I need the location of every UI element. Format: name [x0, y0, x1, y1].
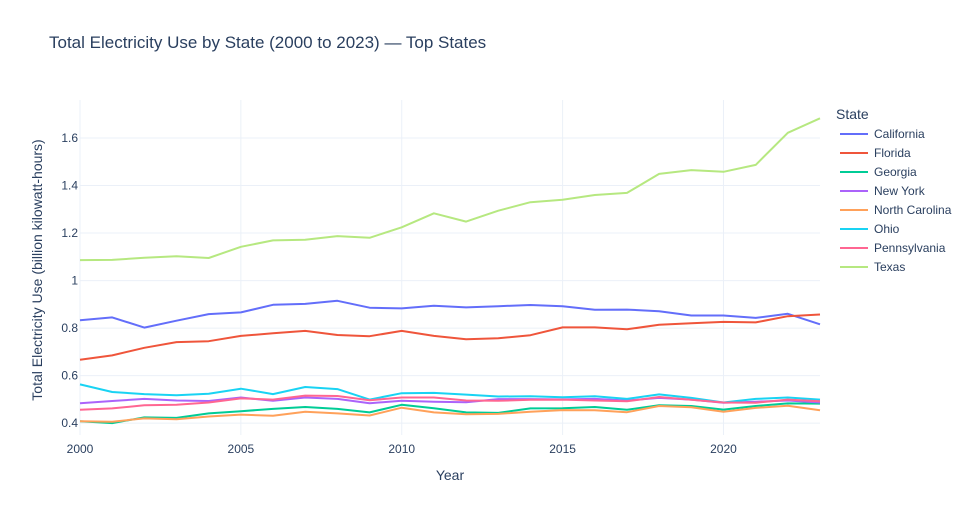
legend-swatch: [840, 189, 868, 192]
legend-item-georgia[interactable]: Georgia: [836, 162, 978, 181]
series-line-florida: [79, 313, 821, 361]
chart-title: Total Electricity Use by State (2000 to …: [49, 33, 487, 52]
y-axis-label: Total Electricity Use (billion kilowatt-…: [29, 139, 45, 400]
legend-swatch: [840, 208, 868, 211]
x-tick-label: 2000: [67, 442, 94, 456]
y-tick-label: 1.2: [61, 226, 78, 240]
legend-item-texas[interactable]: Texas: [836, 257, 978, 276]
legend-items: California Florida Georgia New York North Ca…: [836, 124, 978, 276]
legend-swatch: [840, 227, 868, 230]
legend-item-pennsylvania[interactable]: Pennsylvania: [836, 238, 978, 257]
series-lines: [79, 117, 821, 425]
x-tick-label: 2010: [388, 442, 415, 456]
series-line-texas: [79, 117, 821, 262]
legend: State California Florida Georgia New York No…: [836, 104, 978, 276]
y-tick-label: 1.4: [61, 179, 78, 193]
y-tick-label: 0.4: [61, 416, 78, 430]
x-tick-label: 2005: [228, 442, 255, 456]
legend-item-ohio[interactable]: Ohio: [836, 219, 978, 238]
legend-label: California: [874, 126, 925, 141]
legend-label: Texas: [874, 259, 906, 274]
legend-label: Georgia: [874, 164, 917, 179]
legend-item-california[interactable]: California: [836, 124, 978, 143]
legend-label: Ohio: [874, 221, 900, 236]
y-tick-label: 1: [71, 274, 78, 288]
legend-label: Pennsylvania: [874, 240, 946, 255]
legend-swatch: [840, 151, 868, 154]
series-line-north-carolina: [79, 404, 821, 423]
series-line-pennsylvania: [79, 394, 821, 411]
series-line-california: [79, 299, 821, 329]
legend-swatch: [840, 265, 868, 268]
legend-item-new-york[interactable]: New York: [836, 181, 978, 200]
legend-title: State: [836, 106, 869, 122]
y-tick-label: 0.6: [61, 369, 78, 383]
legend-swatch: [840, 132, 868, 135]
series-line-ohio: [79, 383, 821, 404]
legend-swatch: [840, 246, 868, 249]
axis-ticks: 2000 2005 2010 2015 2020 0.4 0.6 0.8 1 1.2 1.4 1.6: [61, 131, 737, 456]
legend-label: New York: [874, 183, 925, 198]
y-tick-label: 1.6: [61, 131, 78, 145]
legend-label: North Carolina: [874, 202, 952, 217]
legend-label: Florida: [874, 145, 911, 160]
series-line-georgia: [79, 402, 821, 425]
x-tick-label: 2020: [710, 442, 737, 456]
legend-swatch: [840, 170, 868, 173]
x-axis-label: Year: [436, 467, 465, 483]
x-tick-label: 2015: [549, 442, 576, 456]
legend-item-florida[interactable]: Florida: [836, 143, 978, 162]
grid-lines: [79, 100, 820, 435]
legend-item-north-carolina[interactable]: North Carolina: [836, 200, 978, 219]
y-tick-label: 0.8: [61, 321, 78, 335]
